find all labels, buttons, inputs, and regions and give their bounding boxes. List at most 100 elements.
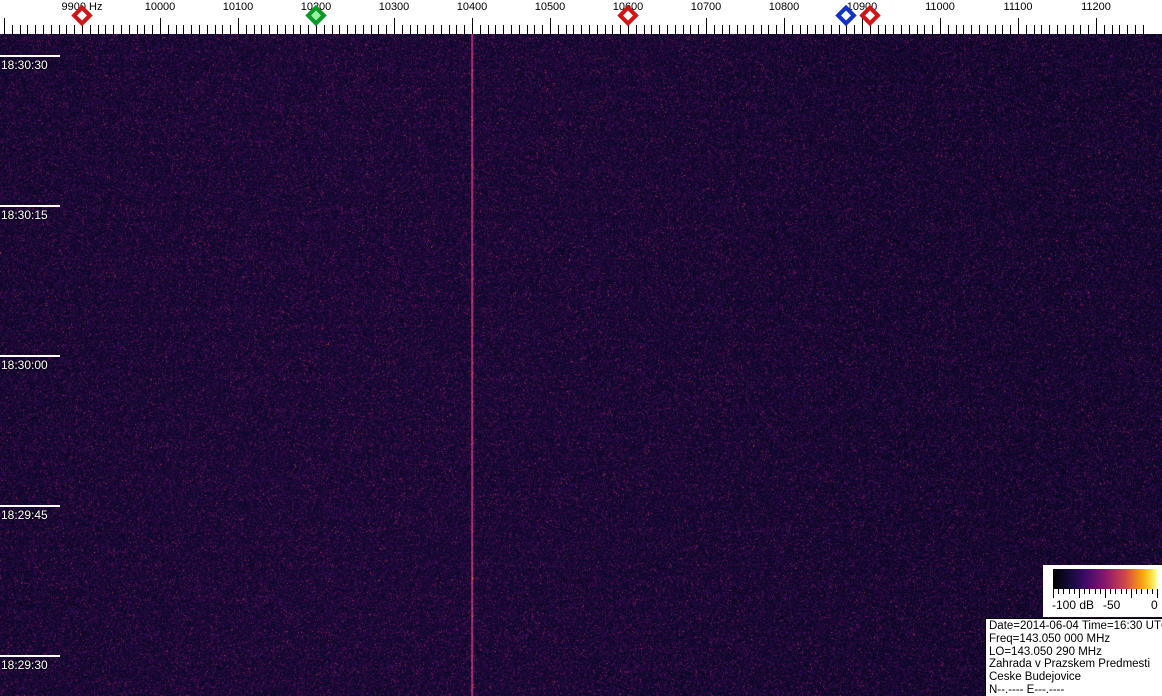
ruler-tick-minor	[183, 25, 184, 34]
legend-tick-minor	[1084, 589, 1086, 594]
time-tick-line	[0, 205, 60, 207]
waterfall-plot[interactable]: 18:30:30 18:30:15 18:30:00 18:29:45 18:29:30	[0, 34, 1162, 696]
time-label: 18:30:15	[1, 208, 48, 222]
ruler-tick-minor	[690, 25, 691, 34]
ruler-tick-minor	[893, 25, 894, 34]
ruler-tick-minor	[332, 25, 333, 34]
ruler-tick-minor	[792, 25, 793, 34]
ruler-tick-minor	[1112, 25, 1113, 34]
legend-tick-minor	[1125, 589, 1127, 594]
ruler-tick-minor	[901, 25, 902, 34]
ruler-label: 10000	[144, 1, 176, 13]
ruler-tick-minor	[66, 25, 67, 34]
ruler-tick-minor	[1041, 25, 1042, 34]
legend-tick-major	[1053, 589, 1054, 598]
ruler-tick-minor	[909, 25, 910, 34]
ruler-tick-minor	[293, 25, 294, 34]
time-label: 18:29:45	[1, 508, 48, 522]
frequency-ruler[interactable]: 9900 Hz100001010010200103001040010500106…	[0, 0, 1162, 34]
ruler-label: 10300	[378, 1, 410, 13]
marker-center	[623, 10, 633, 21]
ruler-tick-minor	[527, 25, 528, 34]
marker-center	[77, 10, 87, 21]
time-label: 18:30:00	[1, 358, 48, 372]
ruler-tick-minor	[495, 25, 496, 34]
ruler-tick-minor	[761, 25, 762, 34]
spectrogram-noise-canvas	[0, 34, 1162, 696]
ruler-tick-minor	[324, 25, 325, 34]
ruler-tick-minor	[176, 25, 177, 34]
ruler-tick-minor	[269, 25, 270, 34]
ruler-tick-minor	[597, 25, 598, 34]
legend-tick-major	[1157, 589, 1158, 598]
ruler-tick-major	[784, 18, 785, 34]
legend-mid-label: -50	[1103, 598, 1121, 612]
ruler-tick-minor	[581, 25, 582, 34]
ruler-tick-minor	[113, 25, 114, 34]
time-tick-line	[0, 505, 60, 507]
ruler-tick-minor	[433, 25, 434, 34]
ruler-tick-minor	[246, 25, 247, 34]
ruler-tick-minor	[121, 25, 122, 34]
ruler-tick-minor	[932, 25, 933, 34]
time-tick-line	[0, 655, 60, 657]
info-line-frequency: Freq=143.050 000 MHz	[989, 632, 1111, 645]
legend-tick-minor	[1110, 589, 1112, 594]
ruler-tick-minor	[823, 25, 824, 34]
ruler-tick-minor	[441, 25, 442, 34]
ruler-tick-minor	[129, 25, 130, 34]
ruler-tick-minor	[605, 25, 606, 34]
color-scale-legend: -100 dB -50 0	[1043, 565, 1162, 617]
ruler-tick-minor	[667, 25, 668, 34]
ruler-tick-minor	[963, 25, 964, 34]
time-tick-line	[0, 355, 60, 357]
legend-tick-minor	[1068, 589, 1070, 594]
ruler-tick-minor	[1143, 25, 1144, 34]
marker-center	[311, 10, 321, 21]
ruler-tick-minor	[168, 25, 169, 34]
ruler-tick-minor	[917, 25, 918, 34]
ruler-tick-minor	[363, 25, 364, 34]
marker-center	[841, 10, 852, 21]
ruler-tick-minor	[12, 25, 13, 34]
carrier-signal-line	[471, 34, 473, 696]
ruler-tick-minor	[1135, 25, 1136, 34]
ruler-tick-minor	[995, 25, 996, 34]
ruler-tick-minor	[753, 25, 754, 34]
ruler-tick-minor	[144, 25, 145, 34]
info-line-coordinates: N--.---- E---.----	[989, 683, 1065, 696]
ruler-tick-minor	[191, 25, 192, 34]
ruler-tick-major	[82, 18, 83, 34]
ruler-tick-minor	[1002, 25, 1003, 34]
ruler-tick-minor	[300, 25, 301, 34]
ruler-tick-minor	[534, 25, 535, 34]
ruler-tick-minor	[456, 25, 457, 34]
legend-tick-minor	[1058, 589, 1060, 594]
ruler-tick-minor	[285, 25, 286, 34]
ruler-tick-major	[706, 18, 707, 34]
ruler-tick-minor	[277, 25, 278, 34]
ruler-tick-minor	[35, 25, 36, 34]
ruler-tick-major	[4, 18, 5, 34]
legend-tick-minor	[1063, 589, 1065, 594]
station-info-box: Date=2014-06-04 Time=16:30 UTC Freq=143.…	[985, 618, 1162, 696]
ruler-tick-minor	[644, 25, 645, 34]
info-line-site-name: Zahrada v Prazskem Predmesti	[989, 658, 1151, 671]
ruler-tick-minor	[729, 25, 730, 34]
time-label: 18:30:30	[1, 58, 48, 72]
ruler-tick-major	[1018, 18, 1019, 34]
ruler-tick-minor	[831, 25, 832, 34]
ruler-tick-minor	[43, 25, 44, 34]
ruler-tick-major	[238, 18, 239, 34]
ruler-tick-minor	[948, 25, 949, 34]
ruler-tick-minor	[698, 25, 699, 34]
ruler-tick-minor	[956, 25, 957, 34]
ruler-tick-minor	[199, 25, 200, 34]
ruler-tick-minor	[1026, 25, 1027, 34]
ruler-tick-major	[316, 18, 317, 34]
color-scale-gradient	[1053, 569, 1157, 589]
ruler-tick-minor	[378, 25, 379, 34]
ruler-tick-minor	[807, 25, 808, 34]
ruler-tick-minor	[854, 25, 855, 34]
legend-tick-minor	[1115, 589, 1117, 594]
